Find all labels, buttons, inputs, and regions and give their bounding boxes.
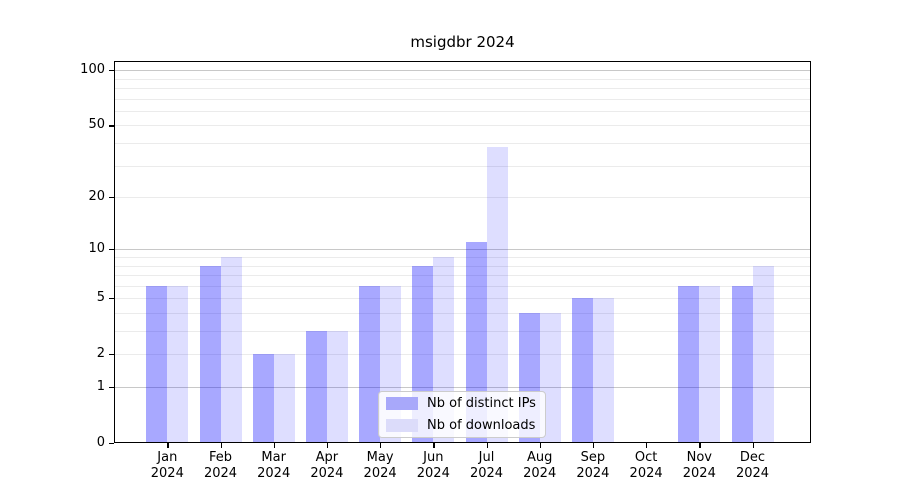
gridline-minor — [114, 165, 811, 167]
y-tick — [109, 125, 114, 127]
bar-distinct-ips-feb-2024 — [199, 265, 221, 443]
x-tick — [433, 443, 435, 448]
bar-downloads-sep-2024 — [592, 298, 614, 443]
gridline-minor — [114, 98, 811, 100]
x-tick — [752, 443, 754, 448]
x-tick-label: Mar 2024 — [257, 450, 291, 481]
gridline-minor — [114, 354, 811, 356]
legend: Nb of distinct IPs Nb of downloads — [378, 391, 546, 438]
y-tick-label: 20 — [88, 189, 105, 204]
bar-distinct-ips-nov-2024 — [678, 285, 700, 443]
bar-downloads-jul-2024 — [486, 147, 508, 443]
y-tick-label: 1 — [96, 379, 105, 394]
y-tick-label: 0 — [96, 435, 105, 450]
y-tick-label: 10 — [88, 241, 105, 257]
gridline-minor — [114, 197, 811, 198]
x-tick-label: Jan 2024 — [150, 450, 184, 481]
y-tick — [109, 70, 114, 72]
x-tick — [220, 443, 222, 448]
bar-downloads-dec-2024 — [752, 265, 774, 443]
bar-distinct-ips-jan-2024 — [146, 285, 168, 443]
gridline-minor — [114, 312, 811, 314]
legend-row-downloads: Nb of downloads — [379, 417, 545, 435]
gridline-minor — [114, 331, 811, 332]
x-tick — [539, 443, 541, 448]
gridline-minor — [114, 256, 811, 258]
bar-distinct-ips-apr-2024 — [305, 331, 327, 443]
gridline-minor — [114, 265, 811, 267]
bar-downloads-jan-2024 — [167, 285, 189, 443]
y-tick-label: 50 — [88, 117, 105, 133]
gridline-major — [114, 249, 811, 251]
y-tick-label: 5 — [96, 290, 105, 306]
bar-downloads-nov-2024 — [699, 285, 721, 443]
gridline-minor — [114, 78, 811, 80]
x-tick-label: Jun 2024 — [416, 450, 450, 481]
x-tick — [167, 443, 169, 448]
x-tick — [486, 443, 488, 448]
x-tick — [326, 443, 329, 448]
legend-swatch-distinct-ips — [386, 397, 418, 410]
gridline-minor — [114, 298, 811, 300]
y-tick — [109, 249, 114, 251]
y-tick — [109, 197, 114, 199]
chart-title: msigdbr 2024 — [410, 33, 515, 51]
x-tick-label: Apr 2024 — [310, 450, 344, 481]
y-tick-label: 2 — [96, 346, 105, 362]
gridline-minor — [114, 275, 811, 276]
legend-row-distinct-ips: Nb of distinct IPs — [379, 395, 545, 413]
bar-downloads-mar-2024 — [273, 354, 295, 443]
x-tick-label: Nov 2024 — [682, 450, 716, 481]
legend-swatch-downloads — [386, 419, 418, 432]
x-tick-label: Oct 2024 — [629, 450, 663, 481]
bar-distinct-ips-mar-2024 — [252, 354, 274, 443]
x-tick-label: Aug 2024 — [523, 450, 557, 481]
bar-distinct-ips-dec-2024 — [731, 285, 753, 443]
bar-downloads-apr-2024 — [326, 331, 348, 443]
x-tick — [592, 443, 595, 448]
gridline-major — [114, 387, 811, 388]
gridline-major — [114, 70, 811, 72]
y-tick — [109, 354, 114, 356]
gridline-minor — [114, 110, 811, 112]
x-tick-label: Sep 2024 — [576, 450, 610, 481]
x-tick-label: Jul 2024 — [469, 450, 504, 481]
bar-distinct-ips-sep-2024 — [571, 298, 593, 443]
gridline-minor — [114, 285, 811, 287]
bar-distinct-ips-may-2024 — [359, 285, 381, 443]
bar-downloads-feb-2024 — [220, 256, 242, 443]
gridline-minor — [114, 125, 811, 127]
legend-label-distinct-ips: Nb of distinct IPs — [427, 396, 536, 411]
legend-label-downloads: Nb of downloads — [427, 418, 536, 433]
y-tick — [109, 298, 114, 300]
x-tick — [273, 443, 275, 448]
y-tick — [109, 387, 114, 389]
y-tick-label: 100 — [80, 62, 105, 78]
x-tick — [380, 443, 382, 448]
x-tick — [646, 443, 648, 448]
x-tick-label: May 2024 — [363, 450, 397, 481]
x-tick — [699, 443, 701, 448]
x-tick-label: Dec 2024 — [735, 450, 770, 481]
x-tick-label: Feb 2024 — [203, 450, 238, 481]
gridline-minor — [114, 142, 811, 144]
y-tick — [109, 443, 114, 445]
gridline-minor — [114, 87, 811, 89]
